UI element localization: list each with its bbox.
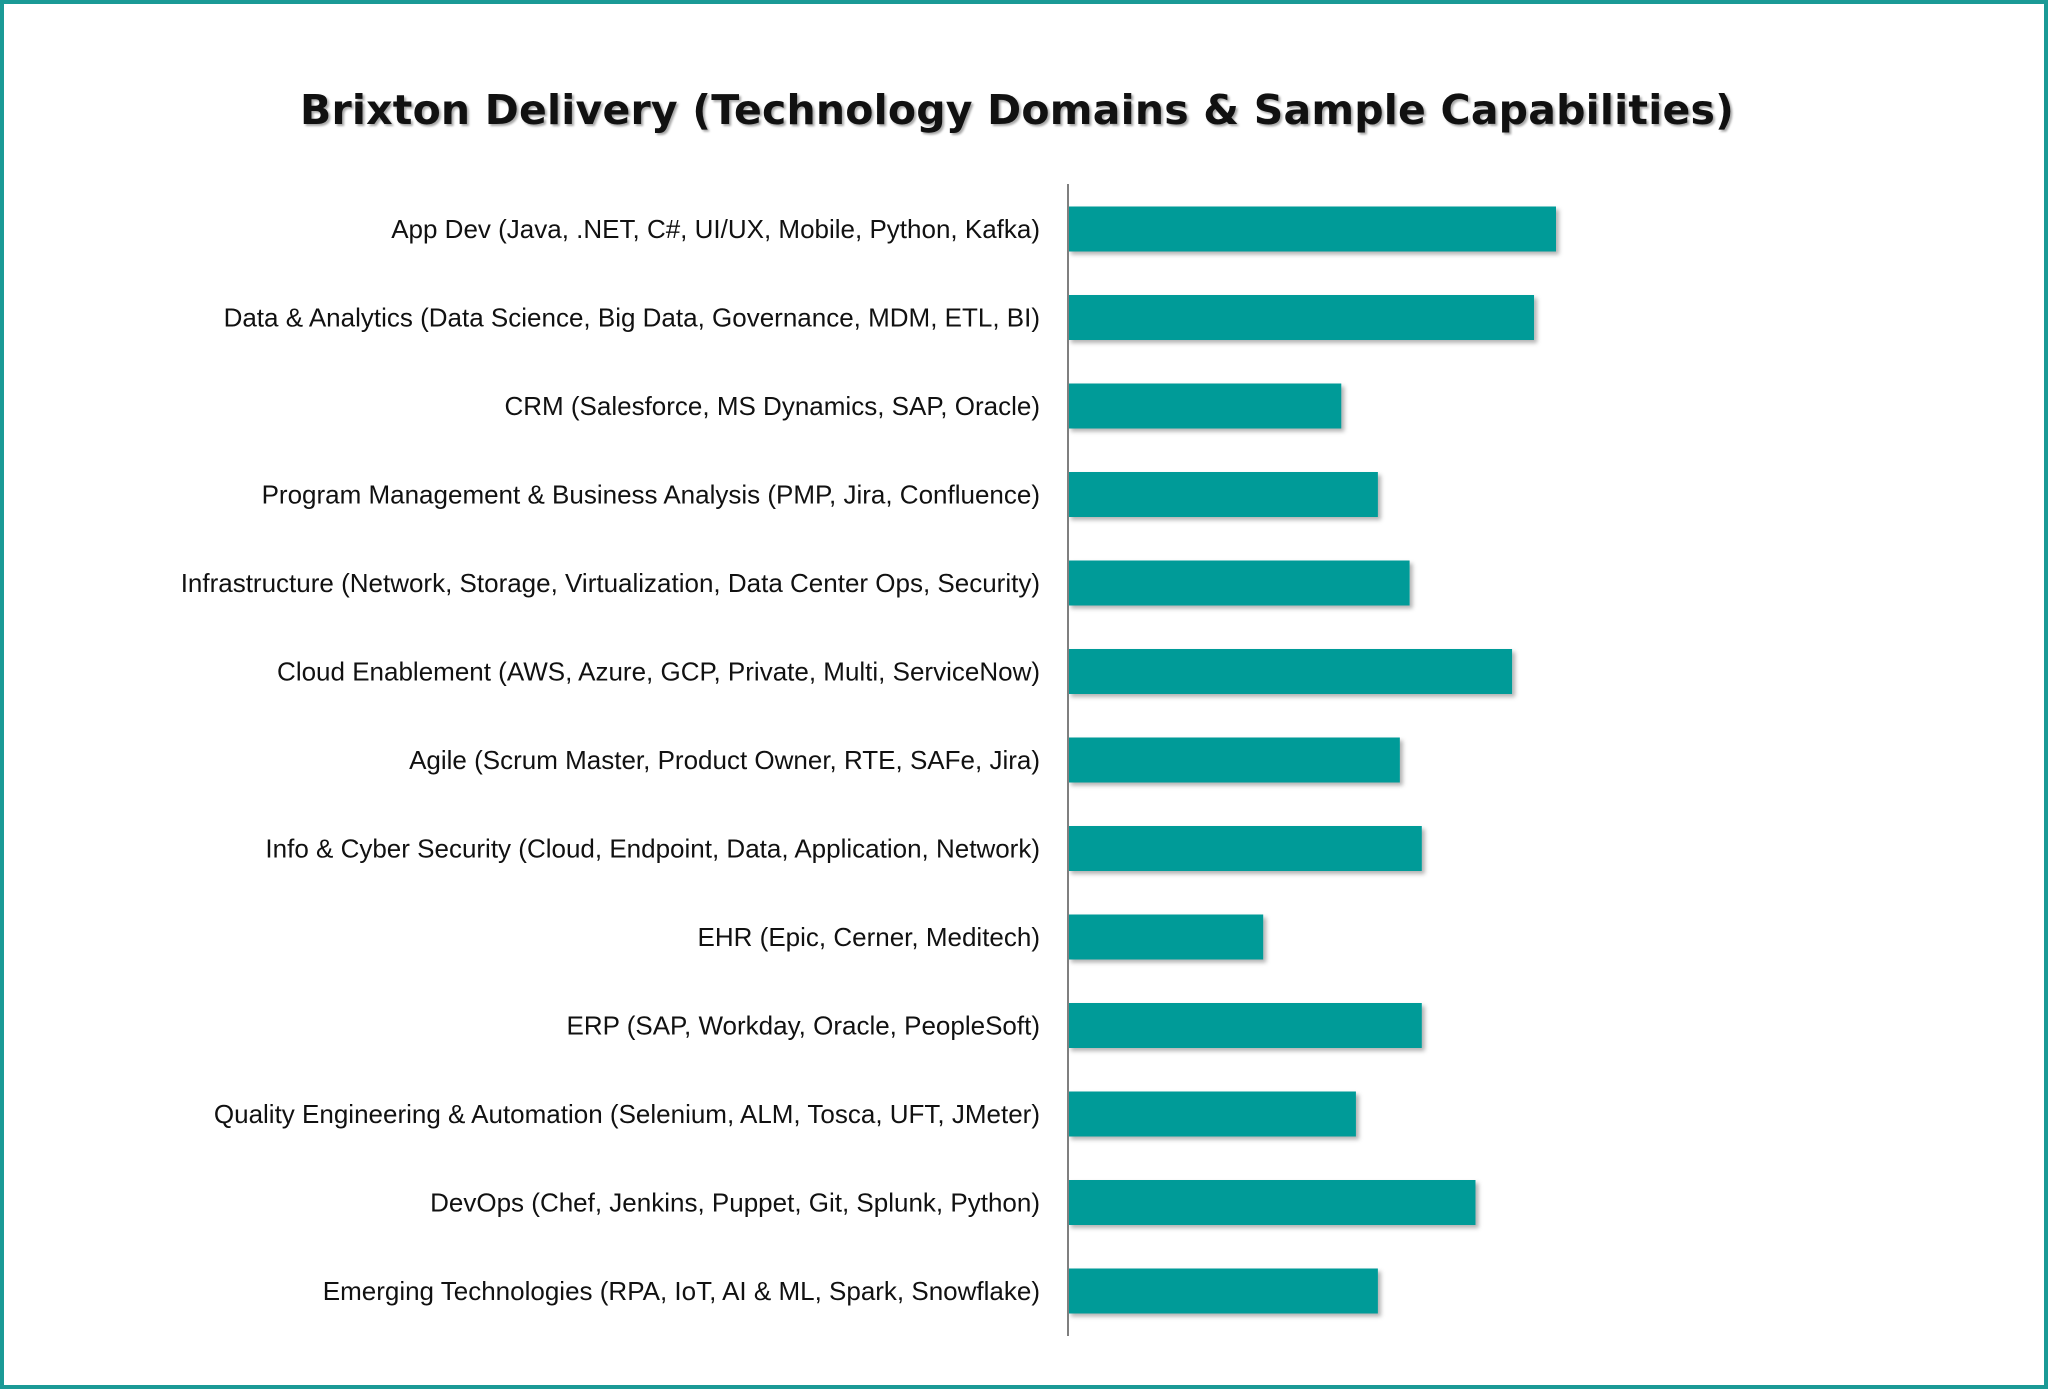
- bar: [1068, 1180, 1476, 1225]
- category-label: Infrastructure (Network, Storage, Virtua…: [181, 568, 1040, 598]
- category-label-group: App Dev (Java, .NET, C#, UI/UX, Mobile, …: [181, 214, 1040, 1306]
- category-label: Quality Engineering & Automation (Seleni…: [214, 1099, 1040, 1129]
- bar: [1068, 383, 1342, 429]
- bar: [1068, 914, 1264, 960]
- category-label: Emerging Technologies (RPA, IoT, AI & ML…: [323, 1276, 1040, 1306]
- bar: [1068, 1091, 1356, 1137]
- category-label: ERP (SAP, Workday, Oracle, PeopleSoft): [566, 1011, 1040, 1041]
- category-label: Cloud Enablement (AWS, Azure, GCP, Priva…: [277, 657, 1040, 687]
- category-label: DevOps (Chef, Jenkins, Puppet, Git, Splu…: [430, 1188, 1040, 1218]
- category-label: Data & Analytics (Data Science, Big Data…: [224, 303, 1040, 333]
- category-label: App Dev (Java, .NET, C#, UI/UX, Mobile, …: [391, 214, 1040, 244]
- bar: [1068, 472, 1378, 517]
- bar: [1068, 1003, 1422, 1048]
- category-label: EHR (Epic, Cerner, Meditech): [698, 922, 1040, 952]
- bar: [1068, 560, 1410, 606]
- category-label: CRM (Salesforce, MS Dynamics, SAP, Oracl…: [504, 391, 1040, 421]
- category-label: Info & Cyber Security (Cloud, Endpoint, …: [265, 834, 1040, 864]
- bar: [1068, 295, 1535, 340]
- category-label: Program Management & Business Analysis (…: [262, 480, 1040, 510]
- bar: [1068, 737, 1400, 783]
- bar: [1068, 649, 1513, 694]
- bar: [1068, 826, 1422, 871]
- chart-title: Brixton Delivery (Technology Domains & S…: [300, 86, 1735, 134]
- bar: [1068, 1268, 1378, 1314]
- category-label: Agile (Scrum Master, Product Owner, RTE,…: [409, 745, 1040, 775]
- bar: [1068, 206, 1556, 252]
- bar-group: [1068, 206, 1556, 1314]
